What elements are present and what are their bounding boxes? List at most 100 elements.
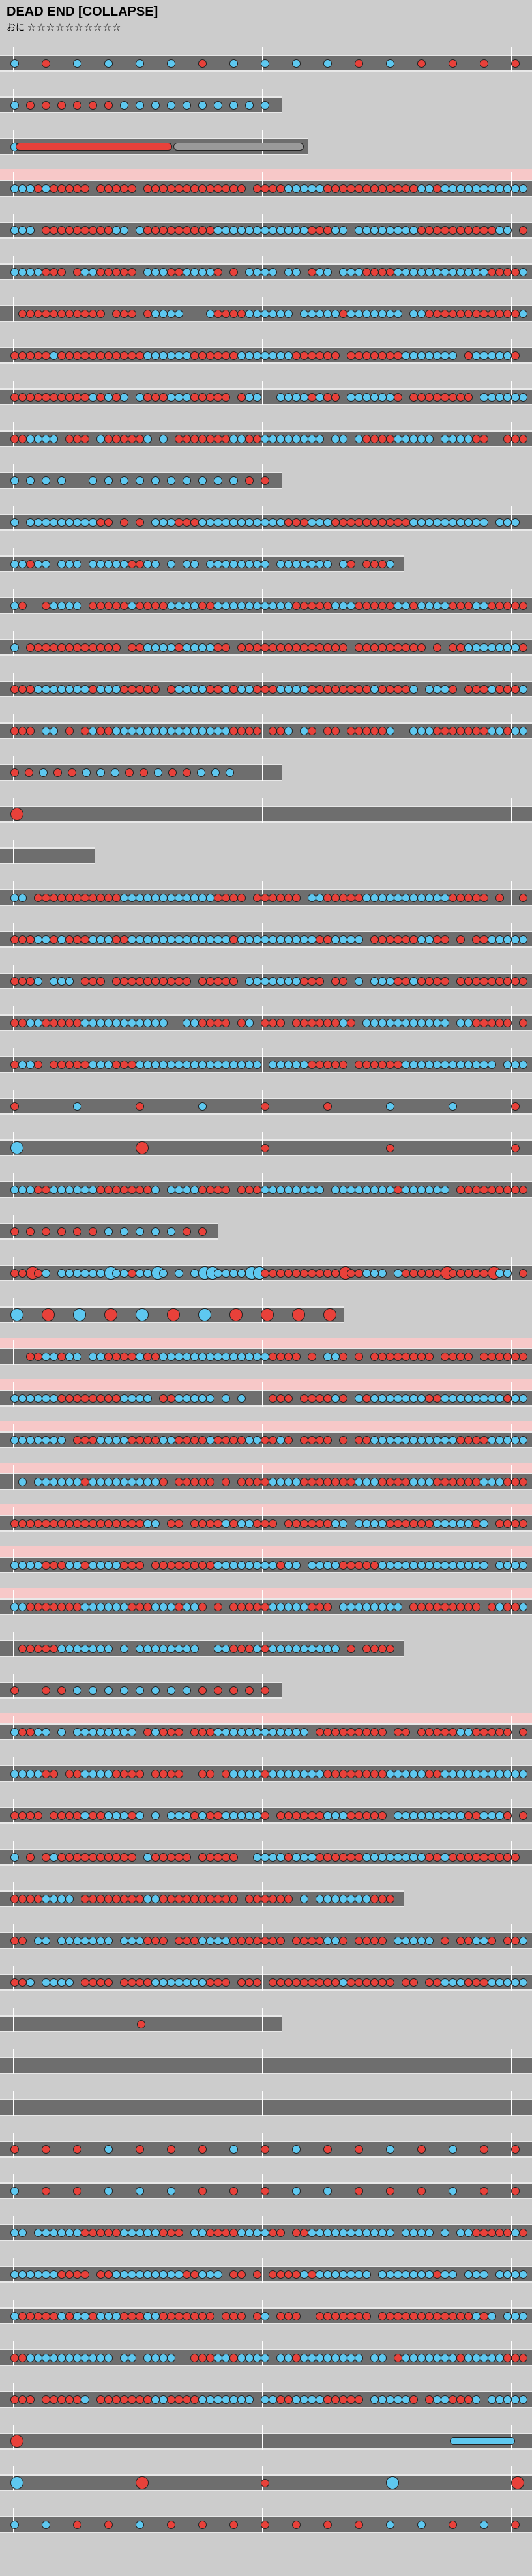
don-note bbox=[206, 1769, 214, 1778]
ka-note bbox=[519, 1435, 527, 1444]
don-note bbox=[198, 59, 207, 68]
ka-note bbox=[151, 1811, 160, 1820]
barline bbox=[13, 1340, 14, 1365]
don-note bbox=[417, 643, 426, 652]
don-note bbox=[73, 2520, 81, 2529]
don-note bbox=[378, 1811, 387, 1820]
ka-note bbox=[269, 267, 277, 276]
barline bbox=[13, 1465, 14, 1490]
don-note bbox=[441, 1936, 449, 1945]
don-note bbox=[269, 1519, 277, 1528]
don-note bbox=[10, 768, 19, 777]
ka-note bbox=[386, 2476, 399, 2489]
ka-note bbox=[198, 1102, 207, 1111]
don-note bbox=[81, 434, 89, 443]
don-note bbox=[10, 1102, 19, 1111]
don-note bbox=[222, 1477, 230, 1486]
don-note bbox=[488, 1936, 496, 1945]
barline bbox=[13, 2008, 14, 2032]
don-note bbox=[331, 392, 340, 402]
don-note bbox=[222, 643, 230, 652]
ka-note bbox=[65, 1894, 74, 1903]
ka-note bbox=[73, 1308, 86, 1321]
ka-note bbox=[10, 1141, 23, 1154]
ka-note bbox=[10, 1308, 23, 1321]
ka-note bbox=[159, 1018, 168, 1027]
ka-note bbox=[503, 226, 512, 235]
don-note bbox=[519, 2353, 527, 2362]
course-label: おに bbox=[7, 22, 25, 33]
ka-note bbox=[449, 1102, 457, 1111]
barline bbox=[511, 673, 512, 697]
don-note bbox=[339, 976, 347, 986]
don-note bbox=[104, 518, 113, 527]
don-note bbox=[214, 267, 222, 276]
ka-note bbox=[120, 476, 128, 485]
don-note bbox=[449, 2520, 457, 2529]
chart-row bbox=[0, 756, 282, 781]
ka-note bbox=[214, 2270, 222, 2279]
don-note bbox=[386, 2186, 394, 2195]
don-note bbox=[519, 1477, 527, 1486]
don-note bbox=[519, 1811, 527, 1820]
don-note bbox=[175, 1727, 183, 1736]
ka-note bbox=[355, 2353, 363, 2362]
chart-row bbox=[0, 1090, 532, 1115]
don-note bbox=[441, 935, 449, 944]
ka-note bbox=[519, 2270, 527, 2279]
chart-row bbox=[0, 548, 404, 572]
don-note bbox=[511, 2476, 524, 2489]
chart-row bbox=[0, 1048, 532, 1073]
chart-row bbox=[0, 2133, 532, 2158]
ka-note bbox=[378, 1268, 387, 1278]
don-note bbox=[339, 1352, 347, 1361]
ka-note bbox=[245, 100, 254, 110]
ka-note bbox=[57, 1727, 66, 1736]
barline bbox=[511, 2133, 512, 2158]
don-note bbox=[229, 267, 238, 276]
ka-note bbox=[42, 1727, 50, 1736]
chart-row bbox=[0, 631, 532, 656]
don-note bbox=[214, 1602, 222, 1611]
ka-note bbox=[253, 392, 261, 402]
ka-note bbox=[519, 392, 527, 402]
don-note bbox=[503, 1727, 512, 1736]
roll-note bbox=[450, 2437, 515, 2445]
ka-note bbox=[519, 1978, 527, 1987]
barline bbox=[511, 1257, 512, 1281]
don-note bbox=[308, 726, 316, 735]
barline bbox=[13, 2091, 14, 2116]
chart-row bbox=[0, 1382, 532, 1407]
don-note bbox=[25, 768, 33, 777]
chart-row bbox=[0, 2508, 532, 2533]
barline bbox=[511, 1841, 512, 1866]
barline bbox=[511, 506, 512, 531]
ka-note bbox=[167, 559, 175, 568]
ka-note bbox=[151, 1686, 160, 1695]
don-note bbox=[53, 768, 62, 777]
don-note bbox=[339, 1394, 347, 1403]
ka-note bbox=[143, 1394, 152, 1403]
chart-row bbox=[0, 297, 532, 322]
don-note bbox=[519, 976, 527, 986]
chart-row bbox=[0, 2383, 532, 2408]
don-note bbox=[198, 2144, 207, 2154]
chart-row bbox=[0, 2300, 532, 2324]
ka-note bbox=[386, 726, 394, 735]
ka-note bbox=[96, 768, 105, 777]
ka-note bbox=[73, 59, 81, 68]
don-note bbox=[519, 1018, 527, 1027]
don-note bbox=[89, 1227, 97, 1236]
don-note bbox=[42, 59, 50, 68]
barline bbox=[511, 1799, 512, 1824]
don-note bbox=[253, 726, 261, 735]
ka-note bbox=[394, 309, 402, 318]
don-note bbox=[378, 1936, 387, 1945]
ka-note bbox=[386, 2144, 394, 2154]
don-note bbox=[519, 893, 527, 902]
ka-note bbox=[10, 2476, 23, 2489]
ka-note bbox=[128, 1727, 136, 1736]
don-note bbox=[386, 1978, 394, 1987]
ka-note bbox=[503, 1268, 512, 1278]
don-note bbox=[18, 1936, 27, 1945]
